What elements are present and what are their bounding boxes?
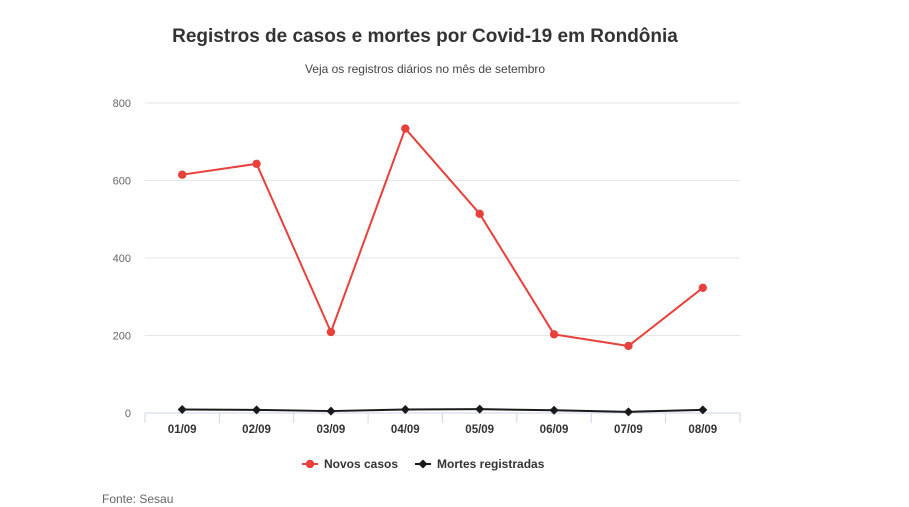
- y-tick-label: 200: [113, 331, 131, 343]
- data-point: [252, 159, 261, 169]
- data-point: [177, 170, 187, 179]
- x-tick-label: 08/09: [688, 424, 717, 436]
- data-point: [623, 407, 633, 417]
- data-point: [177, 405, 187, 415]
- y-tick-label: 600: [113, 176, 131, 188]
- data-point: [549, 405, 559, 415]
- series-group: [177, 124, 708, 417]
- y-tick-label: 0: [125, 408, 131, 420]
- x-tick-label: 05/09: [465, 424, 494, 436]
- source-credit: Fonte: Sesau: [102, 492, 174, 506]
- x-tick-label: 07/09: [614, 424, 643, 436]
- x-tick-label: 02/09: [242, 424, 271, 436]
- chart-subtitle: Veja os registros diários no mês de sete…: [304, 62, 546, 76]
- x-tick-label: 01/09: [168, 424, 197, 436]
- series-novos-casos: [177, 124, 708, 351]
- x-axis: [144, 412, 741, 423]
- data-point: [549, 330, 559, 339]
- series-line: [181, 127, 704, 347]
- chart-title: Registros de casos e mortes por Covid-19…: [172, 26, 678, 47]
- grid-lines: [145, 102, 740, 336]
- data-point: [475, 209, 484, 219]
- x-tick-label: 04/09: [391, 424, 420, 436]
- data-point: [252, 405, 262, 415]
- legend-marker-circle: [305, 459, 315, 469]
- data-point: [326, 406, 336, 416]
- legend-item[interactable]: Novos casos: [302, 457, 398, 471]
- series-line: [181, 408, 704, 413]
- data-point: [698, 283, 708, 293]
- legend-label: Mortes registradas: [437, 457, 545, 471]
- data-point: [698, 405, 708, 415]
- series-mortes-registradas: [177, 404, 708, 417]
- x-axis-labels: 01/09 02/09 03/09 04/09 05/09 06/09 07/09 08/09: [168, 424, 717, 436]
- data-point: [400, 405, 410, 415]
- x-tick-label: 03/09: [317, 424, 346, 436]
- legend-item[interactable]: Mortes registradas: [415, 457, 545, 471]
- data-point: [326, 327, 336, 337]
- legend: Novos casos Mortes registradas: [302, 457, 545, 471]
- legend-label: Novos casos: [324, 457, 398, 471]
- y-tick-label: 800: [113, 98, 131, 110]
- legend-marker-diamond: [418, 459, 428, 469]
- x-tick-label: 06/09: [540, 424, 569, 436]
- data-point: [475, 404, 485, 414]
- data-point: [401, 124, 410, 133]
- data-point: [624, 341, 633, 351]
- y-tick-label: 400: [113, 253, 131, 265]
- y-axis-labels: 0 200 400 600 800: [113, 98, 131, 420]
